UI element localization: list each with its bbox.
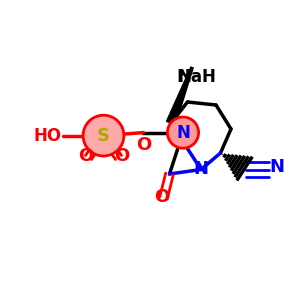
Text: H: H xyxy=(177,68,189,85)
Text: O: O xyxy=(136,136,151,154)
Polygon shape xyxy=(167,67,193,125)
Text: O: O xyxy=(78,147,93,165)
Circle shape xyxy=(167,117,199,148)
Text: O: O xyxy=(114,147,129,165)
Text: N: N xyxy=(176,124,190,142)
Text: O: O xyxy=(154,188,169,206)
Text: N: N xyxy=(194,160,208,178)
Text: NaH: NaH xyxy=(178,68,217,85)
Text: S: S xyxy=(97,127,110,145)
Text: N: N xyxy=(269,158,284,175)
Text: HO: HO xyxy=(33,127,61,145)
Circle shape xyxy=(83,115,124,156)
